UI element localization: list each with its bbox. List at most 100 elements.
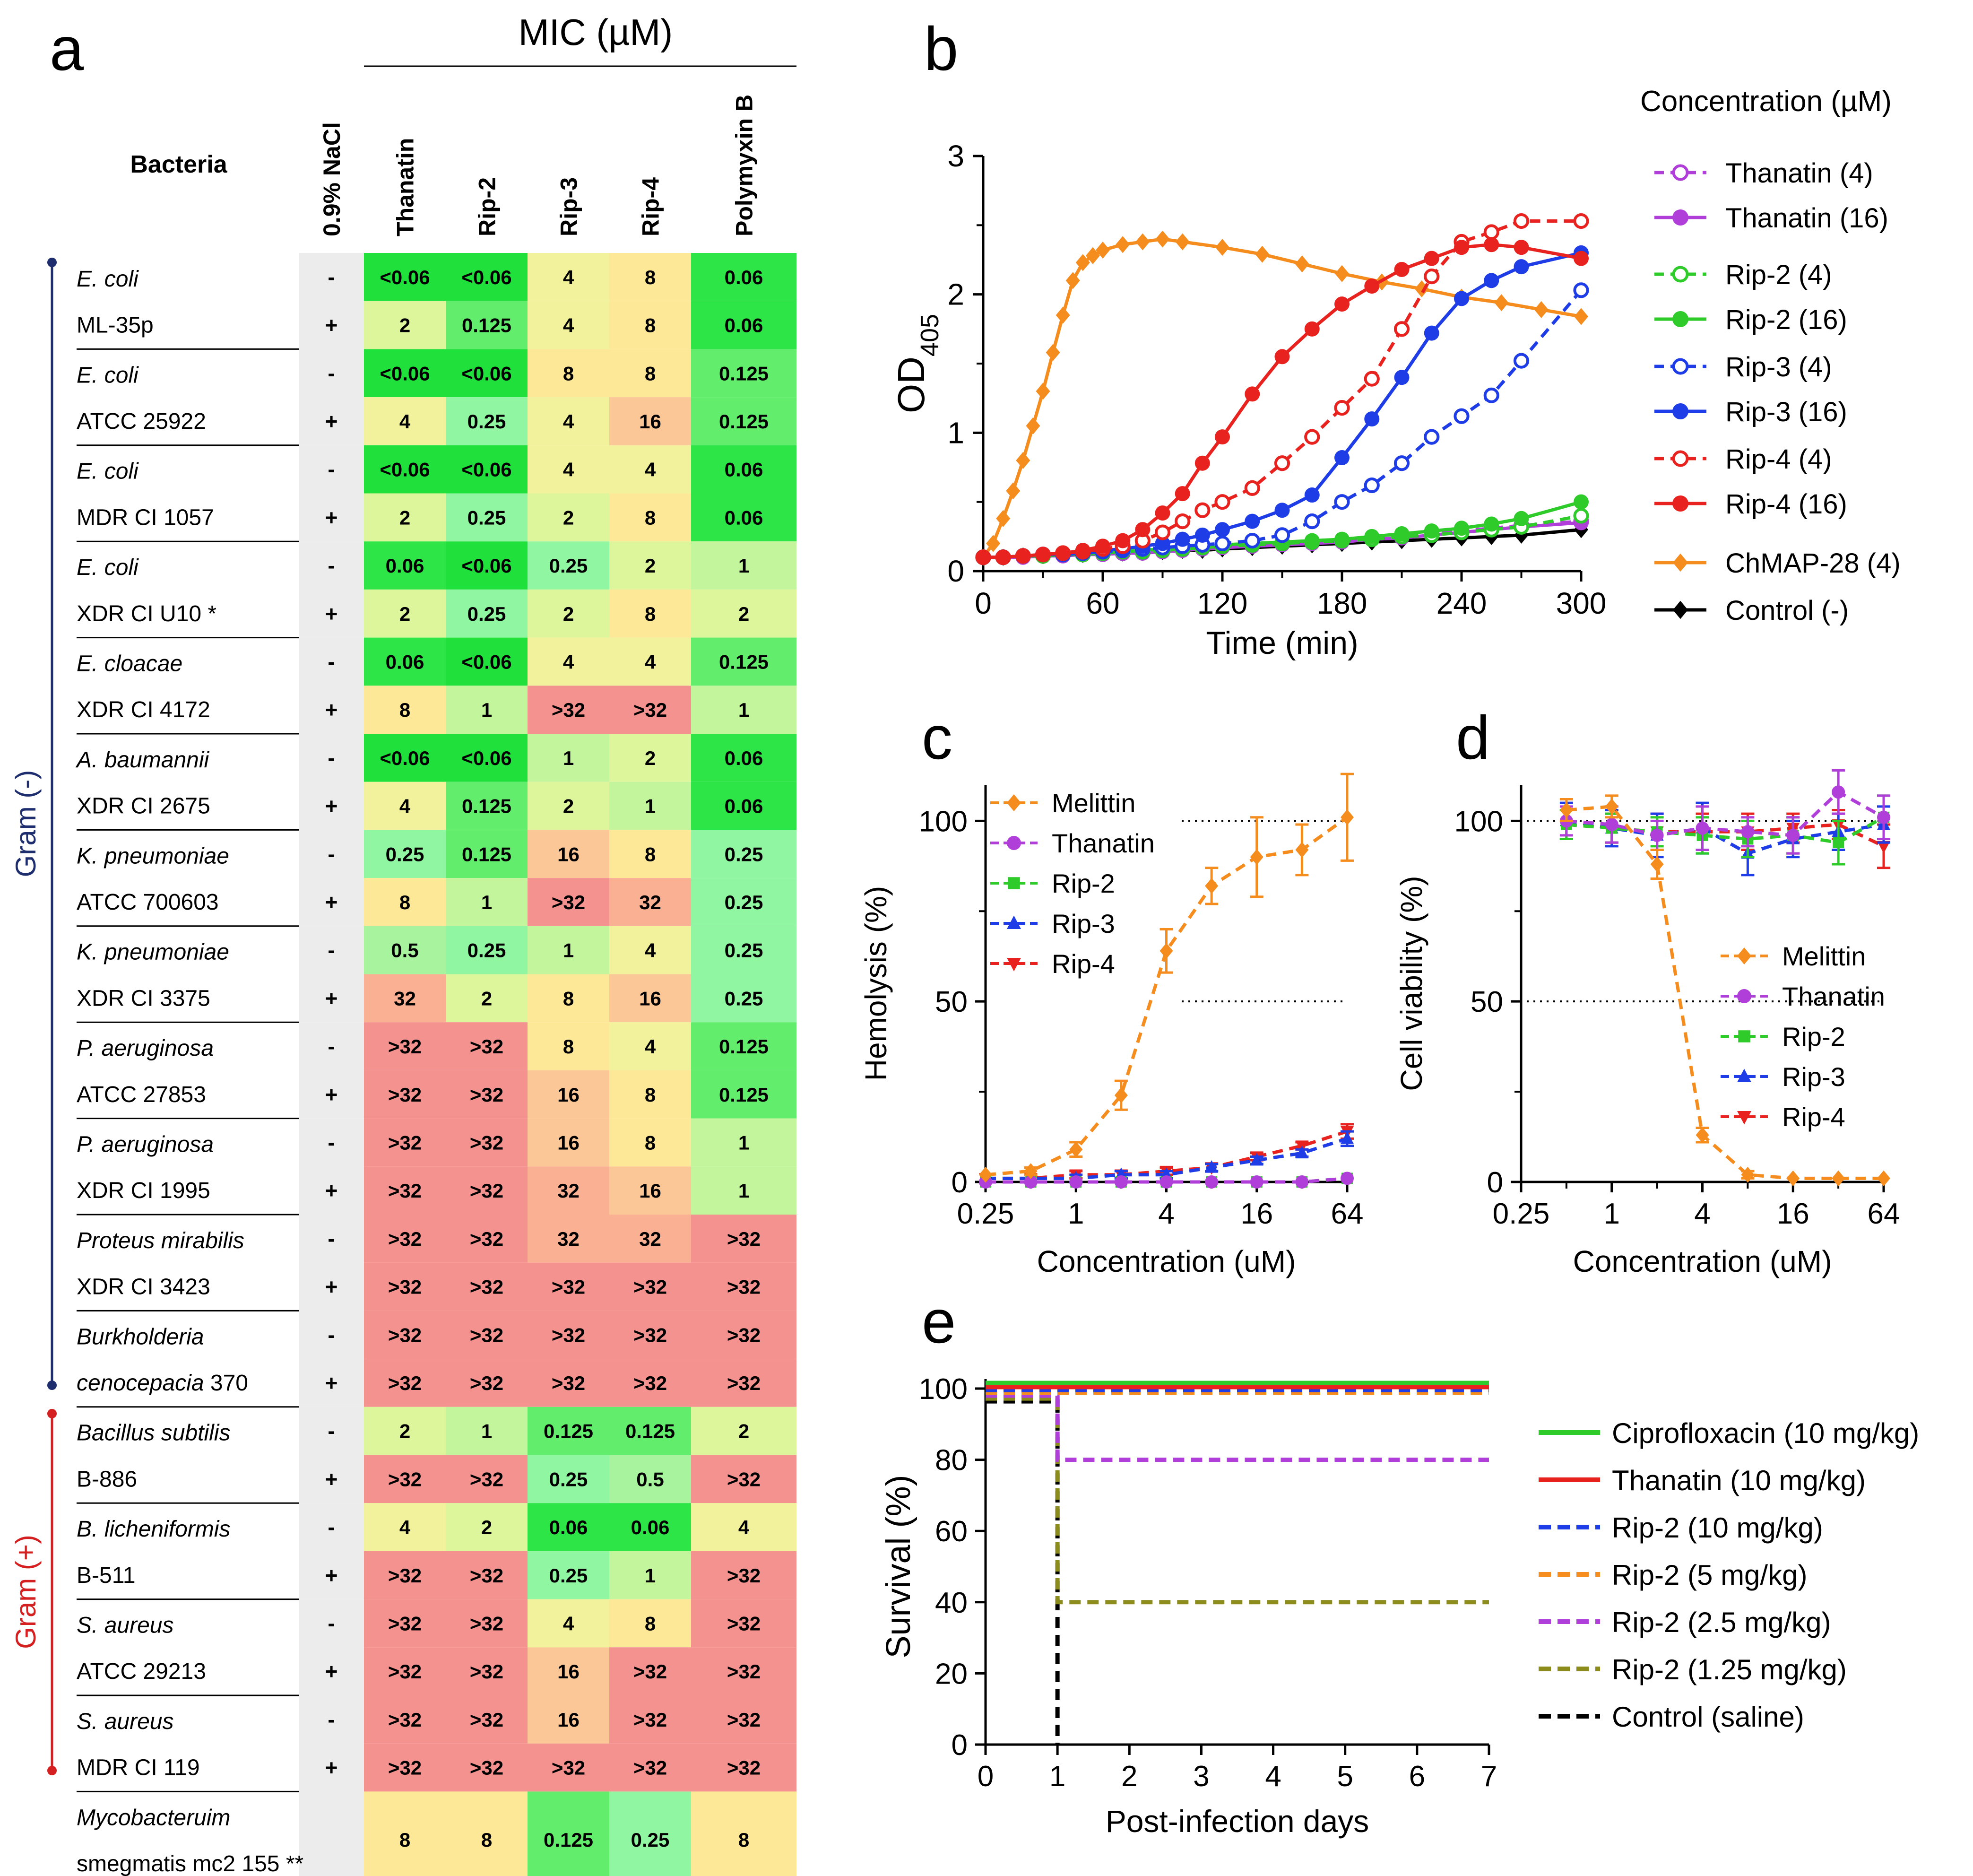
data-point — [1175, 486, 1190, 502]
mic-value: 1 — [645, 795, 656, 817]
nacl-cell-bg — [299, 1695, 364, 1792]
mic-cell — [691, 1359, 796, 1407]
y-tick-label: 1 — [947, 416, 964, 450]
data-point — [1274, 349, 1290, 365]
nacl-flag: + — [325, 505, 338, 530]
mic-cell — [528, 541, 609, 590]
mic-value: 32 — [557, 1228, 580, 1250]
nacl-flag: - — [328, 1611, 335, 1635]
bacteria-strain: cenocepacia 370 — [77, 1371, 248, 1396]
mic-value: 0.125 — [462, 314, 511, 337]
mic-value: >32 — [470, 1612, 503, 1634]
y-tick-label: 50 — [1471, 986, 1503, 1018]
mic-value: 4 — [563, 410, 574, 433]
series-line — [986, 1393, 1489, 1462]
data-point — [1114, 1087, 1128, 1103]
data-point — [1494, 294, 1509, 312]
data-point — [1364, 477, 1380, 494]
mic-cell — [528, 1599, 609, 1648]
legend-label: Thanatin (4) — [1725, 158, 1873, 189]
mic-value: >32 — [552, 1372, 585, 1394]
bacteria-strain: ML-35p — [77, 313, 154, 338]
data-point — [1574, 308, 1588, 325]
mic-cell — [364, 637, 446, 686]
strain-part: XDR CI 1995 — [77, 1178, 210, 1203]
nacl-flag: - — [328, 265, 335, 289]
data-point — [1364, 529, 1380, 544]
mic-value: >32 — [552, 1324, 585, 1346]
bacteria-strain: ATCC 25922 — [77, 409, 206, 434]
data-point — [1085, 247, 1100, 264]
legend-label: Melittin — [1782, 941, 1866, 971]
mic-cell — [364, 1022, 446, 1070]
mic-value: 1 — [738, 1180, 749, 1202]
data-point — [1573, 282, 1589, 298]
column-header: Thanatin — [392, 138, 419, 236]
mic-cell — [528, 878, 609, 926]
mic-cell — [609, 1070, 691, 1119]
data-point — [1513, 213, 1530, 229]
data-point — [1574, 251, 1589, 266]
mic-cell — [609, 926, 691, 974]
x-tick-label: 2 — [1121, 1760, 1137, 1793]
bacteria-header: Bacteria — [130, 151, 227, 178]
mic-cell — [364, 1070, 446, 1119]
x-tick-label: 64 — [1868, 1198, 1900, 1230]
data-point — [1155, 505, 1170, 521]
data-point — [1534, 301, 1549, 318]
mic-cell — [609, 830, 691, 878]
x-tick-label: 180 — [1317, 586, 1367, 620]
mic-cell — [691, 445, 796, 494]
mic-cell — [528, 1070, 609, 1119]
data-point — [1364, 411, 1380, 427]
bacteria-name: Proteus mirabilis — [77, 1228, 244, 1253]
bacteria-strain: XDR CI 3375 — [77, 986, 210, 1011]
nacl-flag: - — [328, 746, 335, 770]
data-point — [1035, 547, 1051, 562]
nacl-flag: + — [325, 986, 338, 1010]
data-point — [1008, 877, 1020, 889]
nacl-flag: - — [328, 553, 335, 578]
mic-cell — [528, 1262, 609, 1311]
mic-cell — [364, 1791, 446, 1876]
strain-part: XDR CI 4172 — [77, 697, 210, 722]
data-point — [986, 535, 1001, 552]
bacteria-name: E. coli — [77, 267, 139, 292]
strain-part: ATCC 25922 — [77, 409, 206, 434]
bacteria-name: P. aeruginosa — [77, 1036, 214, 1061]
mic-cell — [691, 493, 796, 542]
x-tick-label: 300 — [1556, 586, 1607, 620]
mic-value: 0.25 — [386, 843, 424, 865]
mic-cell — [691, 1503, 796, 1551]
data-point — [1394, 526, 1410, 541]
data-point — [1154, 524, 1171, 540]
mic-value: 8 — [399, 699, 410, 721]
data-point — [1334, 400, 1350, 416]
mic-cell — [691, 253, 796, 301]
mic-cell — [691, 1743, 796, 1792]
mic-cell — [446, 541, 528, 590]
mic-cell — [609, 686, 691, 734]
mic-value: >32 — [727, 1757, 761, 1779]
data-point — [1737, 989, 1751, 1003]
mic-cell — [446, 637, 528, 686]
data-point — [1075, 543, 1090, 558]
data-point — [1334, 494, 1350, 510]
mic-value: 16 — [557, 1084, 580, 1106]
bacteria-strain: ATCC 29213 — [77, 1659, 206, 1684]
mic-value: 2 — [563, 795, 574, 817]
data-point — [995, 549, 1011, 565]
mic-value: 2 — [563, 603, 574, 625]
panel-label-d: d — [1456, 703, 1490, 772]
x-tick-label: 7 — [1481, 1760, 1497, 1793]
mic-cell — [528, 686, 609, 734]
mic-cell — [609, 1407, 691, 1455]
mic-cell — [609, 1551, 691, 1599]
bacteria-strain: XDR CI 1995 — [77, 1178, 210, 1203]
y-axis-label: OD405 — [890, 314, 944, 413]
mic-cell — [528, 734, 609, 782]
data-point — [1738, 1030, 1750, 1042]
mic-cell — [528, 445, 609, 494]
mic-value: 2 — [645, 555, 656, 577]
mic-value: >32 — [727, 1564, 761, 1587]
